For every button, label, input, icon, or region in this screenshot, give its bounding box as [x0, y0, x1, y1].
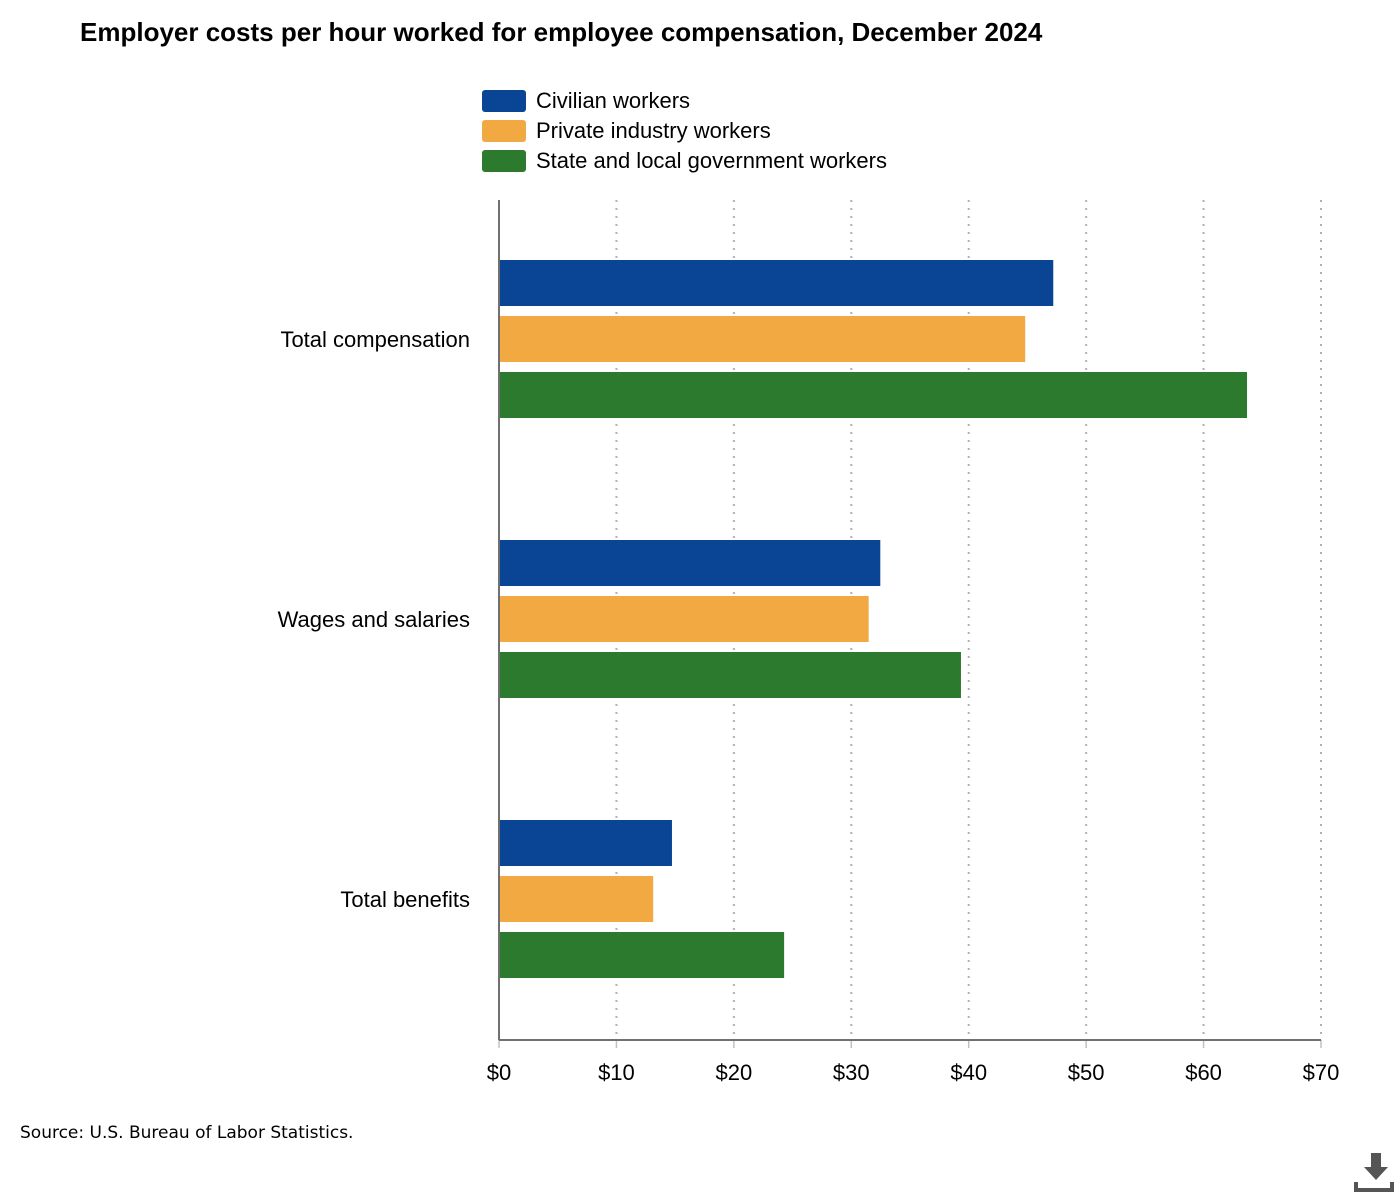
y-category-label: Total benefits [340, 887, 470, 912]
legend-swatch [482, 90, 526, 112]
bar [499, 260, 1054, 306]
legend-label: State and local government workers [536, 148, 887, 173]
x-tick-label: $50 [1068, 1060, 1105, 1085]
bar [499, 820, 672, 866]
bar [499, 652, 961, 698]
bar [499, 876, 654, 922]
legend-item-private-industry-workers[interactable]: Private industry workers [482, 116, 887, 146]
legend-swatch [482, 120, 526, 142]
source-note: Source: U.S. Bureau of Labor Statistics. [20, 1123, 354, 1143]
x-tick-label: $20 [715, 1060, 752, 1085]
x-tick-label: $0 [487, 1060, 511, 1085]
legend-label: Private industry workers [536, 118, 771, 143]
bar [499, 540, 881, 586]
chart-title: Employer costs per hour worked for emplo… [80, 17, 1043, 47]
legend-label: Civilian workers [536, 88, 691, 113]
x-tick-label: $10 [598, 1060, 635, 1085]
x-tick-label: $40 [950, 1060, 987, 1085]
legend-item-civilian-workers[interactable]: Civilian workers [482, 86, 887, 116]
bar [499, 596, 869, 642]
x-tick-label: $60 [1185, 1060, 1222, 1085]
bar [499, 316, 1026, 362]
y-category-label: Wages and salaries [278, 607, 470, 632]
bar [499, 372, 1248, 418]
legend-swatch [482, 150, 526, 172]
bar [499, 932, 785, 978]
x-tick-label: $70 [1303, 1060, 1340, 1085]
y-category-label: Total compensation [280, 327, 470, 352]
download-icon[interactable] [1352, 1150, 1396, 1194]
x-tick-label: $30 [833, 1060, 870, 1085]
legend-item-state-local-government-workers[interactable]: State and local government workers [482, 146, 887, 176]
chart-legend: Civilian workers Private industry worker… [482, 86, 887, 176]
